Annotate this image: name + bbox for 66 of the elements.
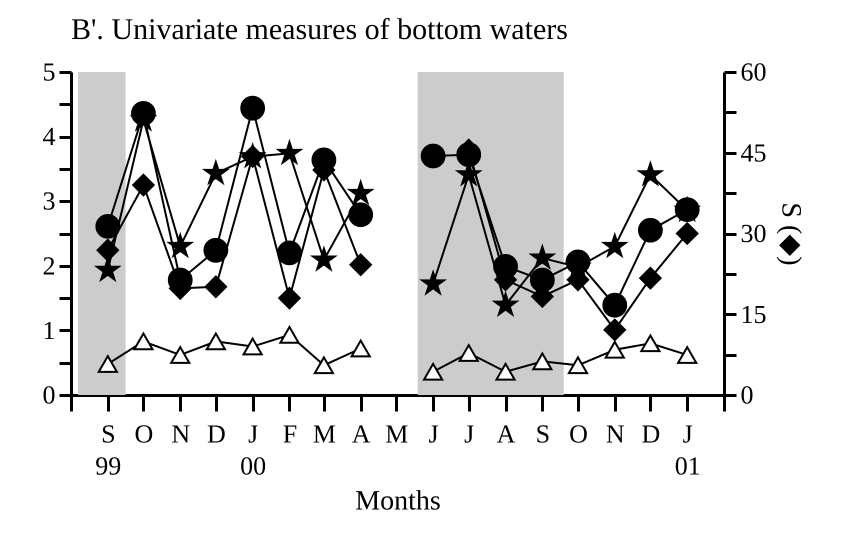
y2-tick-label: 60 bbox=[740, 58, 766, 86]
point bbox=[95, 214, 120, 239]
y2-tick-label: 45 bbox=[740, 138, 766, 168]
point bbox=[242, 338, 263, 356]
point bbox=[420, 144, 446, 168]
point bbox=[278, 140, 302, 164]
point bbox=[279, 326, 300, 344]
y-tick-label: 1 bbox=[42, 316, 56, 345]
x-tick-label: O bbox=[569, 420, 588, 448]
point bbox=[314, 356, 334, 374]
point bbox=[676, 222, 698, 245]
point bbox=[350, 340, 371, 358]
point bbox=[638, 218, 663, 243]
point bbox=[348, 202, 374, 228]
point bbox=[204, 276, 228, 298]
point bbox=[240, 96, 266, 121]
x-tick-label: D bbox=[206, 420, 226, 448]
y-tick-label: 0 bbox=[42, 380, 56, 410]
point bbox=[98, 355, 118, 373]
point bbox=[604, 340, 625, 359]
y2-tick-label: 15 bbox=[740, 300, 766, 329]
x-tick-label: D bbox=[642, 420, 660, 448]
point bbox=[96, 238, 120, 262]
point bbox=[203, 238, 228, 263]
x-tick-label: J bbox=[428, 420, 439, 448]
point bbox=[277, 240, 302, 266]
y2-tick-label: 0 bbox=[740, 380, 754, 410]
point bbox=[568, 356, 588, 374]
x-tick-label: J bbox=[464, 420, 474, 448]
point bbox=[170, 346, 190, 364]
point bbox=[278, 286, 301, 310]
x-tick-label: A bbox=[496, 420, 516, 448]
x-tick-label: N bbox=[171, 420, 190, 448]
point bbox=[640, 334, 660, 352]
y2-axis-title: S (◆) bbox=[776, 202, 806, 266]
chart-title: B'. Univariate measures of bottom waters bbox=[71, 13, 568, 46]
y-tick-label: 3 bbox=[42, 186, 56, 216]
point bbox=[495, 362, 516, 381]
point bbox=[604, 318, 626, 342]
point bbox=[532, 352, 552, 370]
x-tick-label: M bbox=[385, 420, 408, 448]
x-tick-label: A bbox=[352, 420, 371, 448]
x-tick-label: O bbox=[134, 420, 154, 448]
x-tick-label: M bbox=[312, 420, 336, 448]
y2-tick-label: 30 bbox=[740, 219, 766, 248]
y-tick-label: 2 bbox=[42, 251, 56, 280]
point bbox=[494, 292, 518, 316]
x-tick-label: J 01 bbox=[674, 420, 701, 480]
x-tick-label: J 00 bbox=[240, 420, 266, 480]
x-tick-label: N bbox=[606, 420, 625, 448]
point bbox=[639, 266, 662, 290]
point bbox=[677, 346, 698, 364]
point bbox=[349, 253, 372, 276]
y-tick-label: 5 bbox=[42, 58, 56, 86]
y-tick-label: 4 bbox=[42, 122, 56, 152]
x-tick-label: F bbox=[282, 420, 298, 448]
point bbox=[206, 332, 226, 350]
point bbox=[458, 344, 479, 362]
point bbox=[423, 362, 444, 381]
point bbox=[530, 268, 555, 292]
x-axis-title: Months bbox=[355, 486, 441, 516]
x-tick-label: S bbox=[536, 420, 550, 448]
point bbox=[602, 292, 628, 318]
point bbox=[133, 332, 154, 350]
point bbox=[132, 174, 155, 196]
x-tick-label: S 99 bbox=[95, 420, 122, 480]
